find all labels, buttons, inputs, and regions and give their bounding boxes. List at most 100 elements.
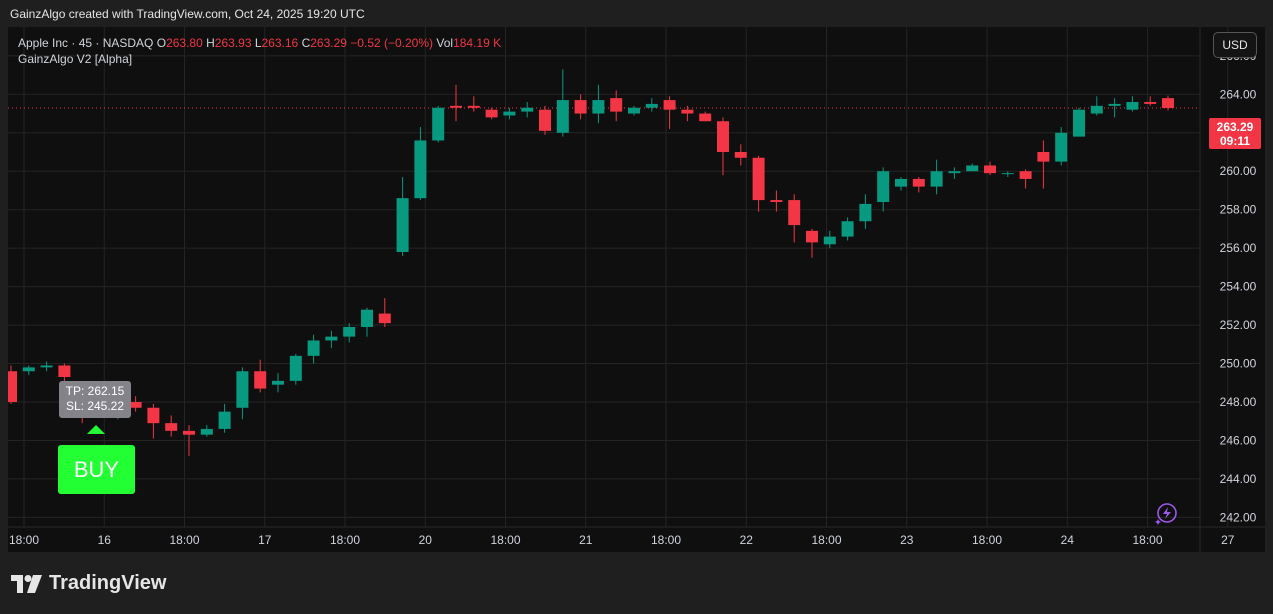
candle-body [40,365,53,368]
candle-body [788,200,801,226]
candle-body [361,309,373,327]
legend-low-value: 263.16 [261,36,299,50]
candle [8,365,17,404]
candle-body [1108,103,1121,106]
stop-loss-text: SL: 245.22 [65,399,125,413]
candle-body [378,313,391,324]
x-tick-label: 27 [1221,533,1235,547]
x-tick-label: 18:00 [169,533,199,547]
lightning-icon[interactable] [1154,502,1178,531]
candle [521,102,534,118]
candle-body [396,198,409,252]
legend-change: −0.52 (−0.20%) [350,36,434,50]
last-price-value: 263.29 [1216,120,1254,134]
candle [912,177,925,193]
candle [165,415,178,437]
candle [236,367,249,420]
candle-body [165,423,178,431]
y-tick-label: 254.00 [1220,280,1257,294]
legend-close-label: C [301,36,311,50]
candle [681,105,694,122]
candle-body [254,371,267,389]
candle [1126,96,1139,112]
y-tick-label: 250.00 [1220,357,1257,371]
candle-body [1055,132,1068,162]
candle-body [770,200,783,202]
candle [930,159,943,195]
x-tick-label: 18:00 [651,533,681,547]
x-tick-label: 18:00 [490,533,520,547]
candle-body [467,105,480,108]
candle [58,363,71,383]
candle [467,96,480,112]
candle-body [1144,102,1157,104]
x-tick-label: 22 [740,533,754,547]
x-tick-label: 21 [579,533,593,547]
candle [948,167,961,179]
candle-body [325,336,338,341]
candle [254,359,267,393]
candle [859,194,872,229]
candle-body [895,178,907,187]
candle [895,177,907,191]
candle [147,403,160,439]
bar-countdown: 09:11 [1219,134,1251,148]
candle-body [272,380,284,385]
candle [610,90,623,122]
candle [129,396,142,412]
chart-panel[interactable]: 242.00 244.00 246.00 248.00 250.00 252.00 254.… [8,27,1265,552]
candle-body [984,165,996,174]
candle-body [1090,105,1103,114]
candle [503,107,516,120]
legend-open-value: 263.80 [166,36,203,50]
y-tick-label: 264.00 [1220,87,1257,101]
candles [8,69,1174,456]
x-tick-label: 18:00 [9,533,39,547]
legend-high-label: H [206,36,215,50]
candle-body [699,113,712,122]
candle [841,217,854,241]
y-tick-label: 242.00 [1220,510,1257,524]
candle [592,84,605,124]
y-tick-label: 256.00 [1220,241,1257,255]
candle-body [129,402,142,408]
candle [574,94,587,120]
x-tick-label: 18:00 [972,533,1002,547]
candle [734,144,747,166]
candle-body [681,109,694,114]
candle-body [556,100,569,133]
legend-indicator[interactable]: GainzAlgo V2 [Alpha] [18,52,133,66]
candle [1019,169,1032,189]
candle-body [948,171,961,174]
candle [770,190,783,212]
candle [984,161,996,176]
x-tick-label: 20 [419,533,433,547]
take-profit-text: TP: 262.15 [65,384,125,398]
candle [1073,107,1085,137]
candle-body [930,171,943,187]
candle-body [752,157,765,201]
candle [966,163,979,172]
candle [378,298,391,327]
candle-body [307,340,320,356]
candle [343,323,356,343]
candlestick-chart[interactable]: 242.00 244.00 246.00 248.00 250.00 252.00 254.… [8,27,1265,552]
currency-button[interactable]: USD [1213,32,1257,58]
candle [1037,140,1050,189]
candle-body [432,107,445,141]
candle [307,334,320,364]
tradingview-logo[interactable]: TradingView [11,572,166,595]
candle-body [183,430,195,435]
legend-open-label: O [156,36,167,50]
candle [361,307,373,337]
x-tick-label: 18:00 [1132,533,1162,547]
candle [200,425,213,437]
chart-header: GainzAlgo created with TradingView.com, … [10,7,365,21]
candle-body [200,428,213,435]
candle [22,365,35,376]
x-tick-label: 16 [98,533,112,547]
y-tick-label: 252.00 [1220,318,1257,332]
candle-body [147,407,160,424]
legend-symbol: Apple Inc · 45 · NASDAQ [18,36,154,50]
candle-body [1126,102,1139,110]
